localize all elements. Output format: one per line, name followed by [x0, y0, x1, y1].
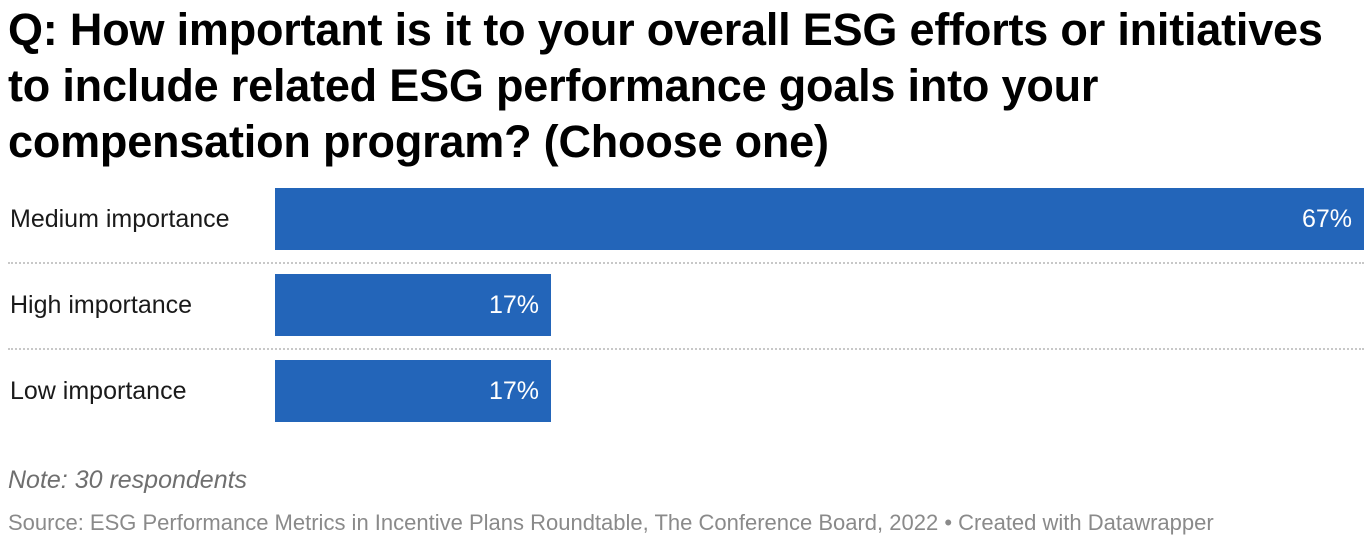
bar-value-label: 17% — [488, 291, 539, 319]
bar-row: Low importance 17% — [8, 360, 1364, 422]
bar-value-label: 17% — [488, 377, 539, 405]
bar-value-label: 67% — [1301, 205, 1352, 233]
row-separator — [8, 348, 1364, 350]
category-label: High importance — [10, 291, 193, 319]
row-separator — [8, 262, 1364, 264]
chart-source: Source: ESG Performance Metrics in Incen… — [8, 510, 1214, 535]
category-label: Low importance — [10, 377, 187, 405]
category-label: Medium importance — [10, 205, 230, 233]
chart-note: Note: 30 respondents — [8, 466, 248, 494]
bar: 17% — [275, 360, 551, 422]
bar: 67% — [275, 188, 1364, 250]
bar-chart: Medium importance 67% High importance 17% Lo… — [8, 188, 1364, 424]
bar-row: High importance 17% — [8, 274, 1364, 336]
bar: 17% — [275, 274, 551, 336]
chart-title: Q: How important is it to your overall E… — [8, 4, 1323, 167]
bar-row: Medium importance 67% — [8, 188, 1364, 250]
